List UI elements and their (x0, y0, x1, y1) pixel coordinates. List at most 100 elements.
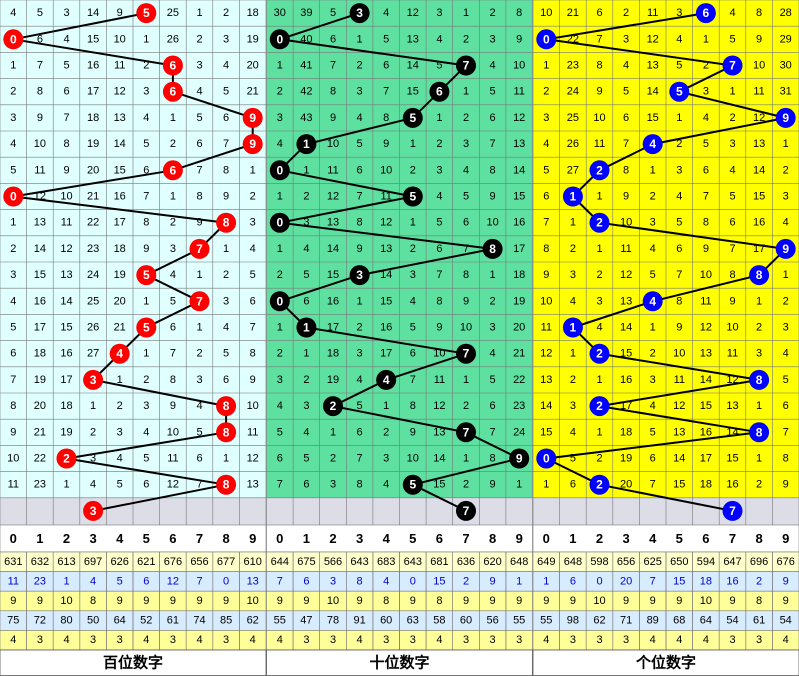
miss-count: 3 (143, 400, 149, 412)
miss-count: 12 (673, 400, 685, 412)
stat-value: 3 (756, 634, 762, 646)
ball-digit: 9 (249, 137, 256, 151)
ball-digit: 1 (570, 190, 577, 204)
digit-header: 0 (276, 531, 283, 546)
digit-header: 4 (383, 531, 391, 546)
miss-count: 17 (114, 217, 126, 229)
stat-value: 20 (620, 575, 632, 587)
miss-count: 18 (700, 479, 712, 491)
miss-count: 12 (753, 112, 765, 124)
miss-count: 15 (753, 191, 765, 203)
miss-count: 3 (783, 322, 789, 334)
stat-value: 63 (407, 615, 419, 627)
ball-digit: 9 (249, 111, 256, 125)
miss-count: 2 (463, 479, 469, 491)
miss-count: 1 (463, 7, 469, 19)
digit-header: 1 (36, 531, 43, 546)
ball (456, 500, 476, 521)
miss-count: 6 (596, 7, 602, 19)
miss-count: 4 (143, 112, 149, 124)
miss-count: 2 (410, 164, 416, 176)
stat-value: 9 (463, 595, 469, 607)
miss-count: 10 (114, 33, 126, 45)
ball (189, 238, 210, 259)
miss-count: 9 (756, 33, 762, 45)
miss-count: 4 (277, 400, 283, 412)
stat-value: 16 (726, 575, 738, 587)
stat-value: 71 (620, 615, 632, 627)
stat-value: 4 (250, 634, 256, 646)
ball-digit: 7 (196, 294, 203, 308)
miss-count: 1 (756, 400, 762, 412)
ball (695, 3, 716, 24)
stat-value: 3 (37, 634, 43, 646)
miss-count: 5 (729, 191, 735, 203)
miss-count: 3 (10, 269, 16, 281)
miss-count: 10 (407, 453, 419, 465)
miss-count: 11 (114, 60, 125, 72)
miss-count: 4 (196, 400, 202, 412)
miss-count: 3 (196, 374, 202, 386)
miss-count: 4 (596, 322, 602, 334)
miss-count: 6 (10, 348, 16, 360)
miss-count: 3 (223, 33, 229, 45)
miss-count: 12 (647, 33, 659, 45)
digit-header: 0 (10, 531, 17, 546)
miss-count: 4 (117, 453, 123, 465)
ball (749, 369, 770, 390)
miss-count: 2 (463, 112, 469, 124)
stat-value: 9 (516, 595, 522, 607)
miss-count: 12 (620, 269, 632, 281)
miss-count: 1 (756, 295, 762, 307)
ball-digit: 2 (596, 399, 603, 413)
miss-count: 1 (277, 60, 283, 72)
miss-count: 2 (10, 243, 16, 255)
stat-value: 98 (567, 615, 579, 627)
footer-bg (266, 649, 533, 676)
miss-count: 8 (623, 164, 629, 176)
miss-count: 18 (60, 400, 72, 412)
miss-count: 11 (8, 479, 19, 491)
miss-count: 10 (700, 269, 712, 281)
digit-header: 2 (596, 531, 603, 546)
ball (136, 3, 157, 24)
miss-count: 10 (247, 400, 259, 412)
miss-count: 4 (223, 60, 229, 72)
miss-count: 4 (570, 426, 576, 438)
ball (456, 55, 476, 76)
ball-digit: 7 (463, 425, 470, 439)
ball (269, 291, 290, 312)
ball-digit: 9 (782, 242, 789, 256)
miss-count: 3 (303, 400, 309, 412)
miss-count: 6 (143, 479, 149, 491)
ball (722, 55, 743, 76)
miss-count: 4 (303, 426, 309, 438)
stat-value: 4 (196, 634, 202, 646)
miss-count: 1 (703, 33, 709, 45)
stat-value: 55 (513, 615, 525, 627)
miss-count: 8 (516, 7, 522, 19)
miss-count: 16 (380, 322, 392, 334)
miss-count: 14 (87, 7, 99, 19)
miss-count: 27 (567, 164, 579, 176)
stat-value: 9 (783, 575, 789, 587)
miss-count: 15 (433, 479, 445, 491)
miss-count: 15 (327, 269, 339, 281)
miss-count: 8 (543, 243, 549, 255)
miss-count: 1 (516, 479, 522, 491)
digit-header: 6 (436, 531, 443, 546)
miss-count: 1 (596, 191, 602, 203)
miss-count: 16 (513, 217, 525, 229)
miss-count: 1 (543, 479, 549, 491)
stat-value: 18 (700, 575, 712, 587)
ball (83, 500, 104, 521)
miss-count: 3 (90, 453, 96, 465)
ball-digit: 5 (409, 190, 416, 204)
miss-count: 3 (570, 400, 576, 412)
ball-digit: 6 (170, 163, 177, 177)
miss-count: 6 (330, 33, 336, 45)
miss-count: 4 (543, 138, 549, 150)
miss-count: 11 (167, 453, 178, 465)
stat-value: 4 (357, 634, 363, 646)
miss-count: 7 (10, 374, 16, 386)
